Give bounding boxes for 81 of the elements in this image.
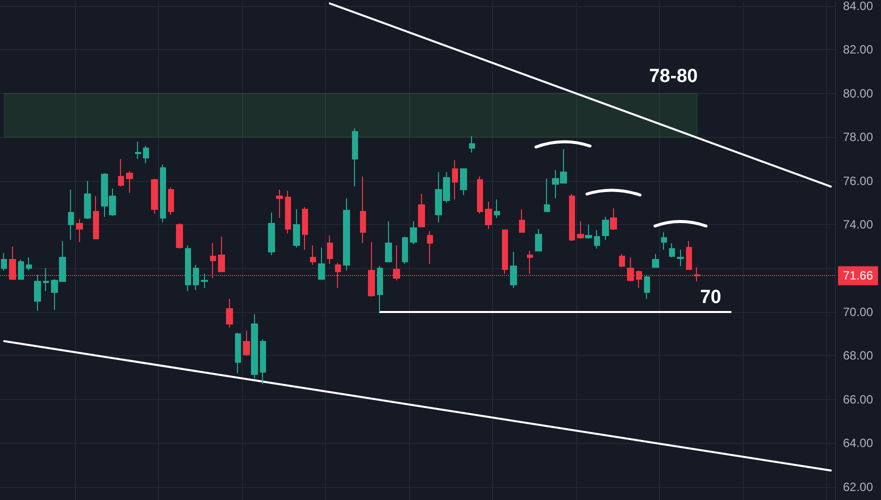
y-tick-label: 78.00 xyxy=(843,130,874,144)
candlestick xyxy=(160,164,166,223)
candlestick xyxy=(34,274,41,312)
y-tick-label: 62.00 xyxy=(843,480,874,494)
candlestick xyxy=(302,206,308,250)
candlestick xyxy=(469,136,475,153)
candlestick xyxy=(293,208,300,248)
candlestick xyxy=(251,314,258,380)
candlestick xyxy=(619,254,625,268)
y-tick-label: 66.00 xyxy=(843,392,874,406)
candlestick xyxy=(260,338,266,385)
candlestick xyxy=(519,208,525,233)
candlestick xyxy=(585,224,592,240)
y-tick-label: 68.00 xyxy=(843,348,874,363)
candlestick xyxy=(243,330,250,356)
candlestick xyxy=(201,273,208,288)
candlestick xyxy=(185,244,191,292)
candlestick xyxy=(226,298,233,328)
candlestick xyxy=(569,193,575,242)
candlestick xyxy=(352,128,358,187)
band-label: 78-80 xyxy=(649,66,698,87)
candlestick xyxy=(410,220,417,245)
candlestick xyxy=(26,256,32,271)
candlestick xyxy=(1,252,7,271)
candlestick xyxy=(427,230,433,264)
candlestick xyxy=(452,160,458,200)
candlestick xyxy=(360,176,366,244)
candlestick xyxy=(135,141,141,160)
candlestick xyxy=(268,212,275,256)
candlestick xyxy=(343,198,350,271)
candlestick xyxy=(143,145,149,164)
candlestick xyxy=(494,198,500,219)
candlestick xyxy=(669,242,675,258)
y-tick-label: 84.00 xyxy=(843,0,874,13)
candlestick xyxy=(18,259,24,280)
candlestick xyxy=(594,230,600,250)
candlestick xyxy=(193,264,199,291)
candlestick xyxy=(176,222,183,250)
candlestick xyxy=(661,232,667,250)
candlestick xyxy=(418,193,425,228)
candlestick xyxy=(126,170,133,194)
candlestick xyxy=(276,189,283,219)
candlestick xyxy=(485,201,492,230)
candlestick xyxy=(310,244,316,266)
candlestick xyxy=(652,254,659,268)
candlestick xyxy=(402,236,408,264)
y-tick-label: 64.00 xyxy=(843,436,874,450)
candlestick xyxy=(218,236,225,272)
candlestick xyxy=(644,274,650,300)
candlestick xyxy=(535,228,542,252)
candlestick xyxy=(235,332,241,374)
candlestick xyxy=(477,176,483,214)
candlestick xyxy=(76,218,83,243)
candlestick xyxy=(686,240,692,270)
series-label: 70 xyxy=(700,287,722,308)
candlestick xyxy=(610,208,617,231)
candlestick xyxy=(385,220,392,262)
y-tick-label: 70.00 xyxy=(843,305,874,320)
candlestick xyxy=(285,190,291,234)
candlestick xyxy=(151,178,158,214)
candlestick xyxy=(168,186,174,216)
candlestick xyxy=(510,251,517,288)
ref-line-label: 71.66 xyxy=(843,268,874,283)
candlestick xyxy=(318,247,325,280)
candlestick xyxy=(460,168,467,196)
y-tick-label: 74.00 xyxy=(843,218,874,232)
candlestick xyxy=(84,180,91,220)
candlestick xyxy=(544,178,550,212)
candlestick xyxy=(602,216,609,240)
candlestick xyxy=(327,235,333,264)
candlestick xyxy=(93,196,99,240)
candlestick xyxy=(577,220,584,240)
y-tick-label: 80.00 xyxy=(843,86,874,100)
y-tick-label: 82.00 xyxy=(843,42,874,57)
y-tick-label: 76.00 xyxy=(843,174,874,188)
candlestick xyxy=(43,268,49,292)
candlestick xyxy=(118,158,124,187)
candlestick xyxy=(527,250,533,274)
candlestick xyxy=(677,249,684,267)
candlestick xyxy=(377,266,383,313)
candlestick xyxy=(68,189,74,240)
